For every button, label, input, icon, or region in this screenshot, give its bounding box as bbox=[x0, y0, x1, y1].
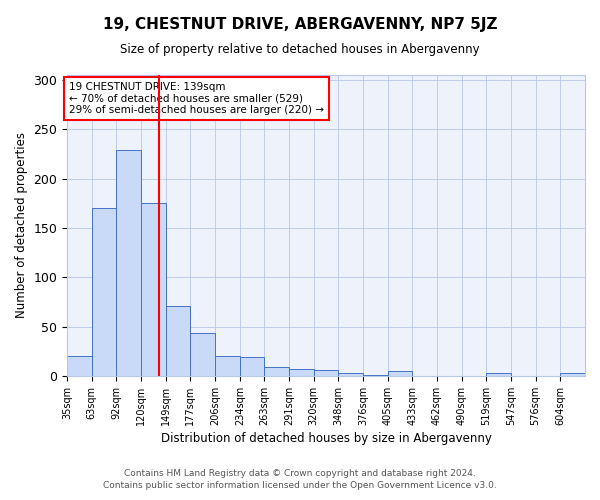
Bar bbox=[215, 356, 240, 376]
Text: Contains HM Land Registry data © Crown copyright and database right 2024.
Contai: Contains HM Land Registry data © Crown c… bbox=[103, 468, 497, 490]
Bar bbox=[116, 150, 141, 376]
Bar bbox=[141, 204, 166, 376]
Bar bbox=[166, 306, 190, 376]
Bar bbox=[289, 369, 314, 376]
Bar bbox=[190, 332, 215, 376]
Bar bbox=[338, 373, 363, 376]
Bar bbox=[314, 370, 338, 376]
Bar bbox=[92, 208, 116, 376]
Y-axis label: Number of detached properties: Number of detached properties bbox=[15, 132, 28, 318]
Bar bbox=[67, 356, 92, 376]
X-axis label: Distribution of detached houses by size in Abergavenny: Distribution of detached houses by size … bbox=[161, 432, 491, 445]
Bar bbox=[240, 357, 265, 376]
Bar bbox=[487, 373, 511, 376]
Text: 19 CHESTNUT DRIVE: 139sqm
← 70% of detached houses are smaller (529)
29% of semi: 19 CHESTNUT DRIVE: 139sqm ← 70% of detac… bbox=[69, 82, 324, 115]
Text: 19, CHESTNUT DRIVE, ABERGAVENNY, NP7 5JZ: 19, CHESTNUT DRIVE, ABERGAVENNY, NP7 5JZ bbox=[103, 18, 497, 32]
Bar bbox=[363, 375, 388, 376]
Text: Size of property relative to detached houses in Abergavenny: Size of property relative to detached ho… bbox=[120, 42, 480, 56]
Bar bbox=[388, 371, 412, 376]
Bar bbox=[265, 367, 289, 376]
Bar bbox=[560, 373, 585, 376]
